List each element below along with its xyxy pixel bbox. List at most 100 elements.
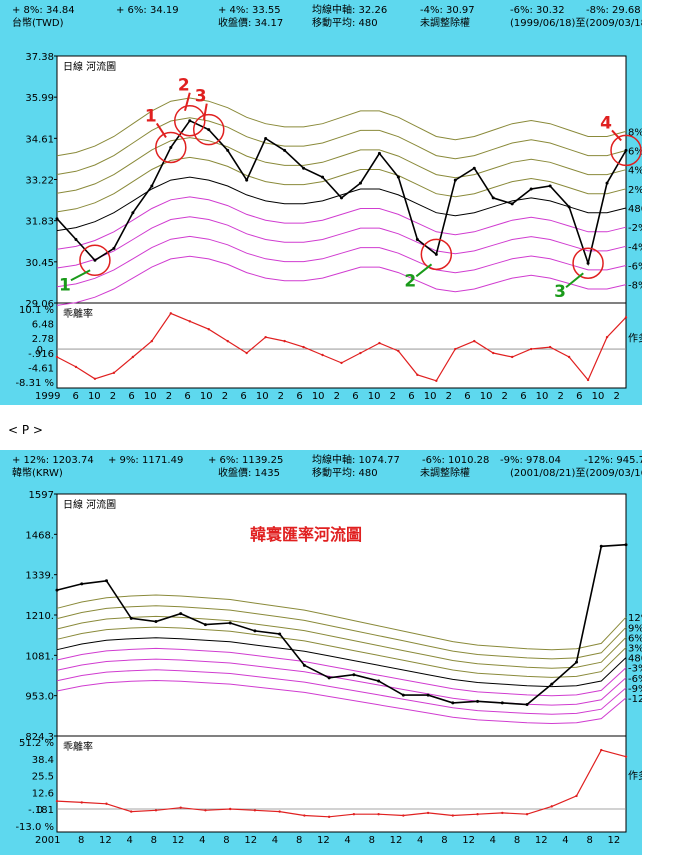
price-point [302, 166, 306, 170]
x-tick-label: 2 [166, 391, 172, 402]
ratio-point [93, 377, 97, 380]
x-tick-label: 4 [272, 835, 278, 846]
adjust-label: 未調整除權 [420, 466, 470, 479]
ratio-point [245, 351, 248, 355]
x-tick-label: 2 [613, 391, 619, 402]
ratio-label: 乖離率 [63, 740, 93, 753]
y-tick-label: 824.3 [25, 732, 54, 743]
annotation-label: 1 [59, 275, 71, 295]
y-tick-label: 34.61 [25, 134, 54, 145]
x-tick-label: 2 [390, 391, 396, 402]
annotation-arrow [202, 103, 208, 120]
ratio-point [550, 805, 553, 808]
band-label: 4% [628, 166, 642, 177]
annotation-arrow [611, 129, 622, 142]
ratio-tick-label: 51.2 % [19, 738, 54, 749]
x-tick-label: 12 [244, 835, 257, 846]
price-line [56, 543, 627, 706]
ratio-point [605, 335, 609, 339]
ratio-point [473, 339, 476, 343]
ratio-point [207, 328, 210, 331]
annotation-arrow [155, 122, 167, 138]
header-stat-6: -8%: 29.68 [586, 5, 641, 16]
x-tick-label: 2 [558, 391, 564, 402]
krw-river-chart-panel: + 12%: 1203.74 + 9%: 1171.49 + 6%: 1139.25… [0, 450, 642, 855]
ratio-point [416, 373, 419, 377]
x-tick-label: 8 [78, 835, 84, 846]
band-line [56, 235, 627, 288]
y-tick-label: 37.38 [25, 52, 54, 63]
ratio-point [226, 339, 229, 343]
band-line [56, 255, 627, 306]
price-point [358, 181, 362, 185]
price-point [451, 701, 455, 705]
x-tick-label: 8 [514, 835, 520, 846]
ratio-point [302, 345, 305, 349]
ratio-point [378, 341, 381, 345]
krw-river-chart: + 12%: 1203.74 + 9%: 1171.49 + 6%: 1139.25… [12, 453, 642, 846]
ratio-point [600, 748, 603, 752]
ratio-point [283, 339, 286, 343]
ratio-tick-label: -.181 [28, 805, 54, 816]
annotation-circle [420, 238, 453, 271]
price-point [586, 261, 590, 265]
price-point [55, 588, 59, 592]
y-tick-label: 1339. [25, 571, 54, 582]
band-label: 3% [628, 643, 642, 654]
header-stat-5: -9%: 978.04 [500, 455, 561, 466]
x-tick-label: 6 [184, 391, 190, 402]
x-tick-label: 10 [592, 391, 605, 402]
annotation-circle [192, 113, 225, 146]
header-stat-6: -12%: 945.79 [584, 455, 642, 466]
x-tick-label: 10 [256, 391, 269, 402]
x-tick-label: 2 [502, 391, 508, 402]
ratio-point [303, 814, 306, 817]
ratio-point [55, 355, 59, 359]
header-stat-4: -4%: 30.97 [420, 5, 475, 16]
band-line [56, 679, 627, 725]
y-tick-label: 953.0 [25, 692, 54, 703]
ratio-point [567, 355, 571, 359]
x-tick-label: 8 [223, 835, 229, 846]
band-label: -12% [628, 694, 642, 705]
ratio-point [112, 371, 116, 375]
page-separator: < P > [8, 423, 43, 437]
band-label: -6% [628, 261, 642, 272]
annotation-circle [155, 131, 187, 164]
x-tick-label: 2 [446, 391, 452, 402]
x-tick-label: 12 [390, 835, 403, 846]
price-point [283, 148, 287, 152]
annotation-arrow [70, 269, 91, 282]
ratio-point [377, 813, 380, 816]
twd-river-chart: + 8%: 34.84 + 6%: 34.19 + 4%: 33.55 均線中軸: 3… [12, 3, 642, 402]
price-point [112, 246, 116, 250]
annotation-circle [572, 247, 604, 279]
header-stat-1: + 6%: 34.19 [116, 5, 179, 16]
x-tick-label: 8 [369, 835, 375, 846]
main-plot-area [56, 493, 627, 737]
band-label: 6% [628, 147, 642, 158]
right-label: 作多報酬 [628, 331, 642, 344]
ratio-point [228, 807, 232, 811]
band-label: -8% [628, 281, 642, 292]
ratio-point [327, 815, 331, 819]
adjust-label: 未調整除權 [420, 16, 470, 29]
moving-average-label: 移動平均: 480 [312, 466, 378, 479]
price-point [226, 148, 230, 152]
main-plot-area [56, 55, 627, 304]
x-tick-label: 10 [144, 391, 157, 402]
x-tick-label: 4 [126, 835, 132, 846]
x-tick-label: 12 [535, 835, 548, 846]
x-tick-label: 4 [562, 835, 568, 846]
x-tick-label: 4 [199, 835, 205, 846]
price-point [327, 676, 331, 680]
price-point [80, 582, 84, 586]
price-point [426, 693, 430, 697]
x-tick-label: 6 [464, 391, 470, 402]
ratio-point [131, 355, 135, 359]
ratio-point [586, 378, 590, 382]
ratio-plot-area [56, 302, 627, 389]
header-stat-0: + 8%: 34.84 [12, 5, 75, 16]
price-point [453, 178, 457, 182]
price-point [567, 205, 571, 209]
